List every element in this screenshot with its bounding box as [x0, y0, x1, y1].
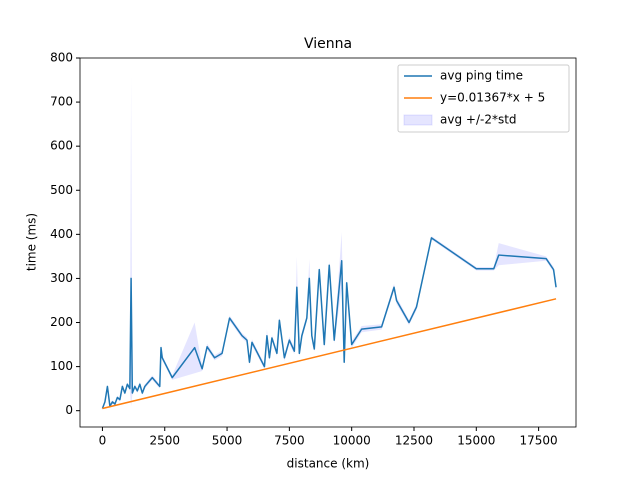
x-tick-label: 5000 [212, 434, 243, 448]
y-tick-label: 600 [50, 139, 73, 153]
legend-label: y=0.01367*x + 5 [440, 91, 545, 105]
legend-box [397, 64, 570, 133]
x-tick-label: 0 [99, 434, 107, 448]
y-tick-label: 700 [50, 95, 73, 109]
y-tick-label: 200 [50, 315, 73, 329]
y-tick-label: 800 [50, 51, 73, 65]
series-line [102, 298, 557, 410]
legend-swatch [403, 114, 433, 126]
x-tick-label: 17500 [520, 434, 558, 448]
plot-frame [79, 57, 577, 428]
y-axis-label: time (ms) [25, 213, 39, 271]
x-tick-label: 15000 [457, 434, 495, 448]
legend-label: avg +/-2*std [440, 113, 517, 127]
x-axis-label: distance (km) [287, 457, 370, 471]
x-tick-label: 2500 [149, 434, 180, 448]
y-tick-label: 300 [50, 271, 73, 285]
series-line [101, 237, 557, 409]
x-tick-label: 10000 [333, 434, 371, 448]
x-tick-label: 12500 [395, 434, 433, 448]
y-tick-label: 400 [50, 227, 73, 241]
x-tick-label: 7500 [274, 434, 305, 448]
chart-title: Vienna [304, 36, 352, 52]
y-tick-label: 0 [65, 403, 73, 417]
y-tick-label: 500 [50, 183, 73, 197]
legend-label: avg ping time [440, 69, 523, 83]
y-tick-label: 100 [50, 359, 73, 373]
